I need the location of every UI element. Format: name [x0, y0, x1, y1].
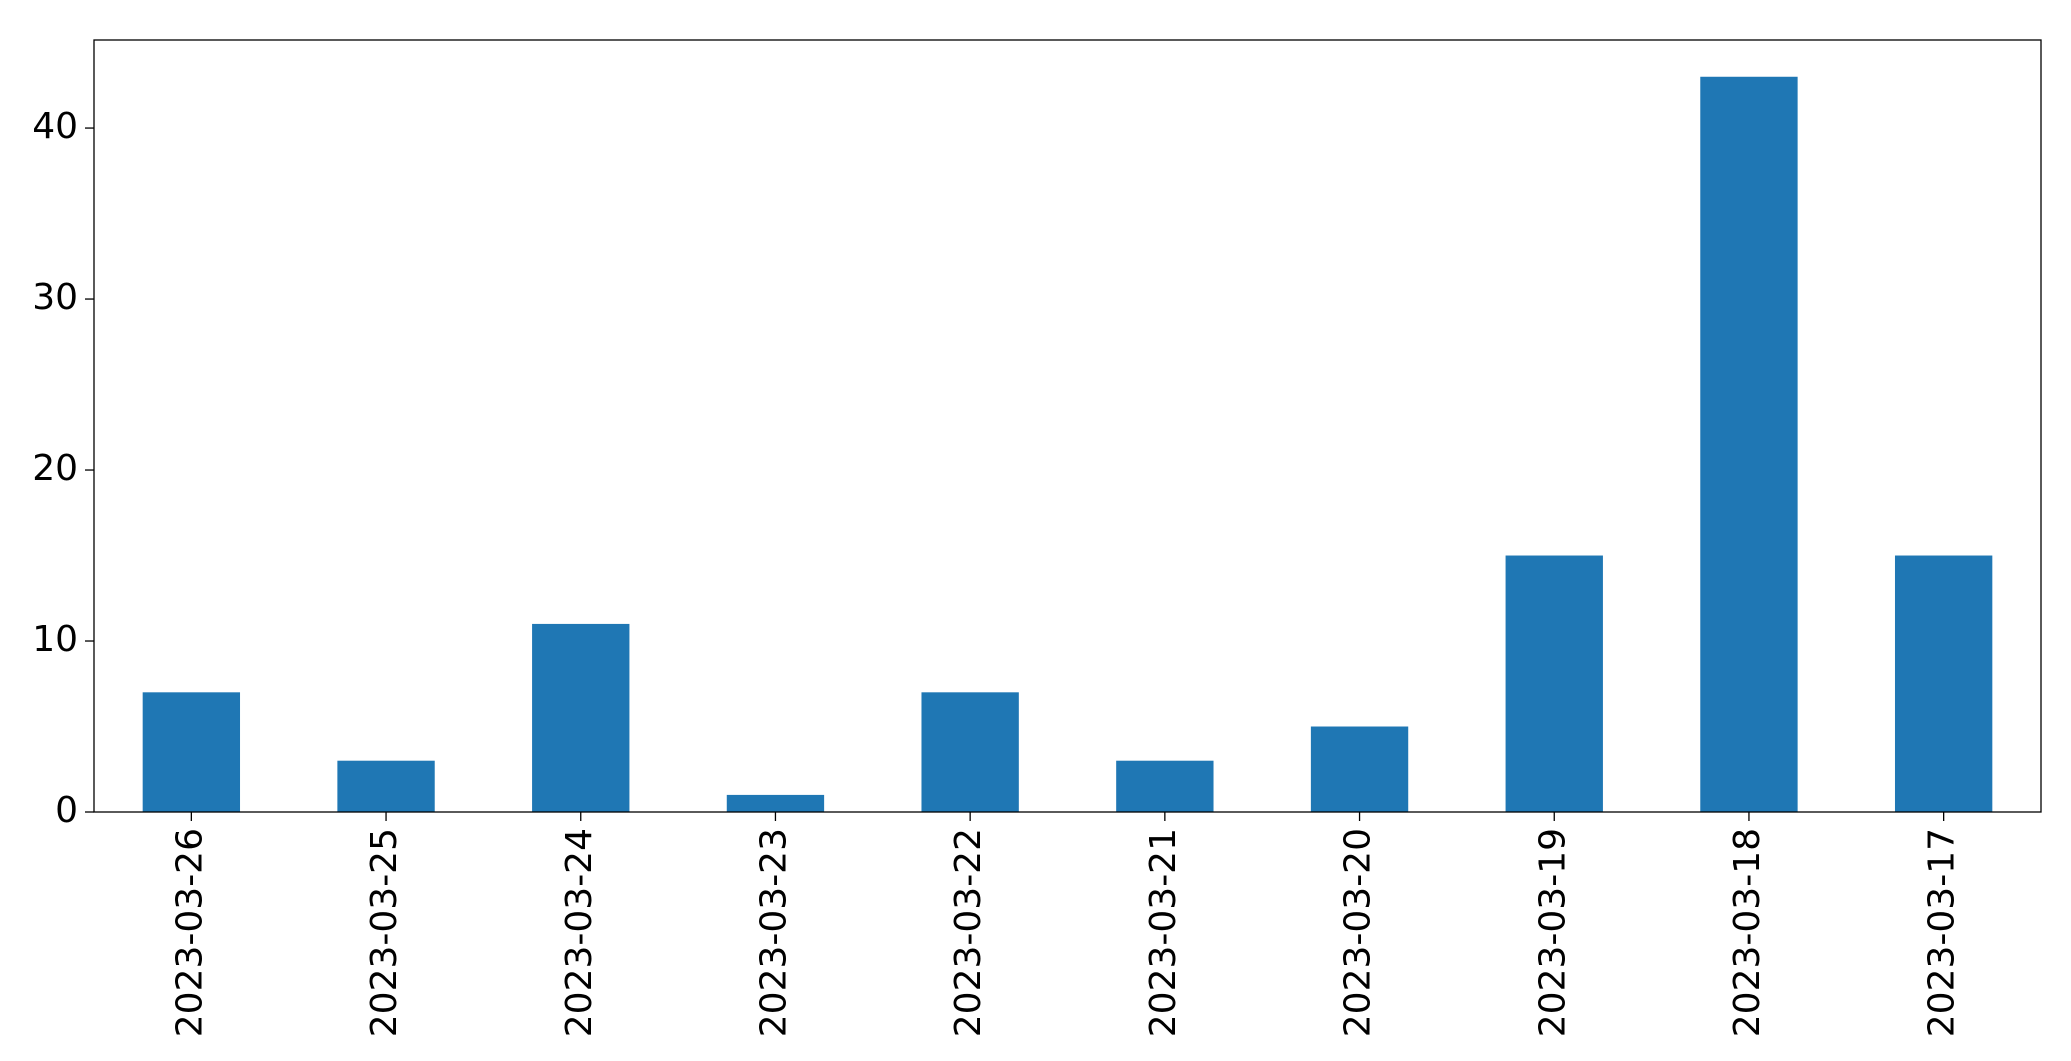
bar — [142, 692, 241, 812]
y-tick-label: 40 — [32, 106, 78, 147]
x-tick-label: 2023-03-19 — [1532, 828, 1573, 1037]
bar — [532, 623, 630, 812]
x-tick-label: 2023-03-26 — [169, 828, 210, 1037]
y-tick-label: 0 — [55, 790, 78, 831]
x-tick-label: 2023-03-18 — [1727, 828, 1768, 1037]
bar — [1894, 555, 1993, 812]
x-tick-label: 2023-03-17 — [1922, 828, 1963, 1037]
x-tick-label: 2023-03-21 — [1143, 828, 1184, 1037]
x-tick-label: 2023-03-23 — [753, 828, 794, 1037]
y-tick-label: 30 — [32, 277, 78, 318]
x-tick-label: 2023-03-20 — [1338, 828, 1379, 1037]
bar — [921, 692, 1019, 812]
y-tick-label: 20 — [32, 448, 78, 489]
plot-frame — [93, 39, 2042, 813]
x-tick-label: 2023-03-24 — [559, 828, 600, 1037]
bar — [1116, 760, 1214, 812]
x-tick-label: 2023-03-22 — [948, 828, 989, 1037]
bar — [726, 794, 825, 812]
y-tick-label: 10 — [32, 619, 78, 660]
bar — [1310, 726, 1409, 812]
bar — [1505, 555, 1603, 812]
bar — [337, 760, 435, 812]
bar — [1700, 76, 1798, 812]
x-tick-label: 2023-03-25 — [364, 828, 405, 1037]
